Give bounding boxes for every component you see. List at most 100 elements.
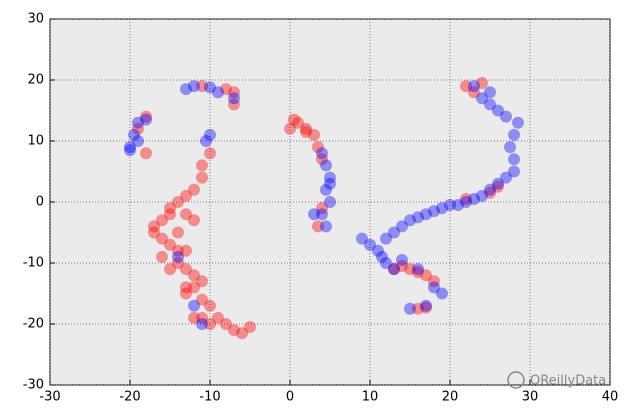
point: [324, 177, 336, 190]
point: [204, 147, 216, 160]
point: [236, 327, 248, 340]
point: [124, 141, 136, 154]
point: [188, 80, 200, 93]
point: [148, 226, 160, 239]
point: [212, 311, 224, 324]
point: [468, 80, 480, 93]
point: [428, 281, 440, 294]
point: [292, 116, 304, 129]
point: [300, 125, 312, 138]
point: [388, 263, 400, 276]
point: [308, 208, 320, 221]
point: [128, 128, 140, 141]
point: [312, 141, 324, 154]
point: [316, 208, 328, 221]
point: [228, 98, 240, 111]
point: [476, 189, 488, 202]
point: [156, 250, 168, 263]
point: [180, 83, 192, 96]
point: [428, 205, 440, 218]
point: [420, 208, 432, 221]
point: [180, 208, 192, 221]
point: [500, 171, 512, 184]
point: [492, 177, 504, 190]
point: [316, 147, 328, 160]
point: [380, 257, 392, 269]
y-tick-label: 20: [27, 73, 44, 88]
point: [188, 183, 200, 196]
point: [180, 263, 192, 276]
point: [420, 269, 432, 282]
point: [164, 263, 176, 276]
point: [460, 196, 472, 208]
point: [504, 141, 516, 154]
point: [188, 299, 200, 312]
point: [324, 171, 336, 184]
point: [320, 159, 332, 172]
point: [188, 214, 200, 227]
point: [164, 208, 176, 221]
point: [172, 244, 184, 257]
point: [436, 202, 448, 215]
point: [188, 281, 200, 294]
point: [140, 110, 152, 123]
point: [204, 318, 216, 330]
point: [288, 113, 300, 126]
x-tick-label: 40: [602, 390, 619, 405]
point: [188, 269, 200, 282]
point: [412, 263, 424, 276]
point: [484, 86, 496, 99]
point: [364, 238, 376, 251]
point: [156, 232, 168, 245]
point: [172, 257, 184, 269]
point: [452, 199, 464, 212]
point: [140, 113, 152, 126]
point: [228, 324, 240, 337]
point: [412, 266, 424, 279]
point: [420, 301, 432, 314]
point: [388, 226, 400, 239]
point: [196, 318, 208, 330]
point: [320, 220, 332, 233]
point: [508, 165, 520, 178]
point: [316, 153, 328, 166]
watermark: OReillyData: [507, 371, 606, 389]
point: [412, 302, 424, 315]
point: [512, 116, 524, 129]
point: [212, 86, 224, 99]
point: [196, 293, 208, 306]
point: [180, 287, 192, 300]
point: [404, 214, 416, 227]
point: [228, 92, 240, 105]
point: [396, 220, 408, 233]
point: [196, 275, 208, 288]
point: [460, 80, 472, 93]
point: [388, 263, 400, 276]
point: [444, 199, 456, 212]
point: [468, 86, 480, 99]
point: [124, 144, 136, 157]
x-tick-label: 0: [286, 390, 294, 405]
watermark-text: OReillyData: [530, 374, 606, 389]
y-tick-label: 10: [27, 134, 44, 149]
point: [376, 250, 388, 263]
point: [220, 83, 232, 96]
point: [396, 260, 408, 273]
point: [132, 135, 144, 147]
point: [500, 110, 512, 123]
point: [476, 92, 488, 105]
point: [284, 122, 296, 135]
point: [320, 183, 332, 196]
point: [404, 263, 416, 276]
point: [180, 244, 192, 257]
point: [204, 128, 216, 141]
point: [436, 287, 448, 300]
x-tick-label: -30: [39, 390, 60, 405]
point: [196, 80, 208, 93]
point: [356, 232, 368, 245]
point: [164, 238, 176, 251]
point: [508, 128, 520, 141]
point: [204, 299, 216, 312]
x-tick-label: -10: [199, 390, 220, 405]
